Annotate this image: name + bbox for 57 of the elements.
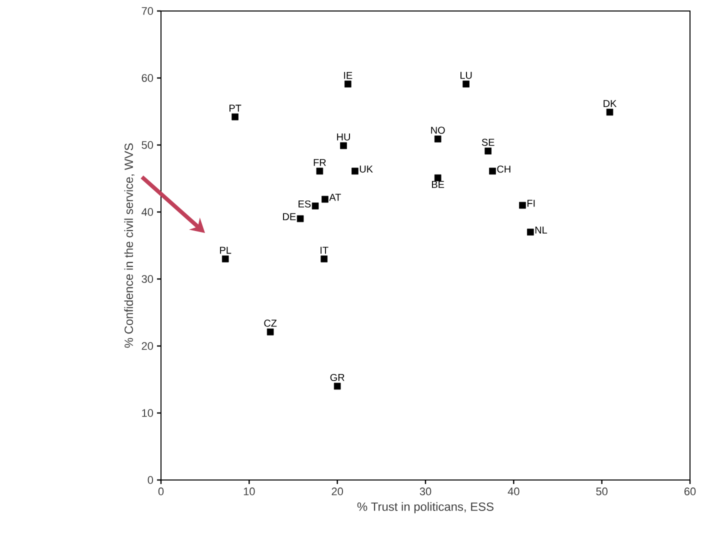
x-tick-label: 30 [420, 488, 432, 496]
point [462, 80, 470, 88]
point [434, 136, 442, 142]
annotation: PL [220, 246, 232, 254]
annotation: IT [320, 246, 328, 254]
point [484, 148, 492, 154]
point [344, 80, 352, 88]
annotation: UK [360, 166, 373, 173]
point [266, 328, 274, 336]
annotation: AT [329, 194, 341, 201]
y-tick-label: 50 [142, 141, 154, 149]
point [312, 202, 319, 210]
point [316, 168, 324, 175]
point [320, 256, 328, 262]
y-axis-title: % Confidence in the civil service, WVS [124, 143, 134, 348]
point [519, 202, 526, 209]
point [222, 256, 229, 262]
y-tick-label: 40 [142, 208, 154, 216]
annotation: DE [283, 213, 296, 220]
point [232, 113, 238, 120]
x-tick-label: 20 [332, 488, 343, 496]
point [489, 168, 496, 175]
annotation: HU [337, 134, 350, 140]
annotation: DK [604, 100, 617, 107]
point [296, 215, 304, 222]
y-tick-label: 10 [142, 409, 154, 417]
annotation: ES [298, 200, 311, 208]
x-tick-label: 50 [596, 488, 608, 496]
annotation: SE [482, 138, 494, 146]
annotation: BE [432, 181, 444, 188]
y-tick-label: 0 [148, 476, 154, 484]
point [527, 228, 534, 236]
y-tick-label: 20 [142, 342, 154, 350]
x-tick-label: 40 [508, 488, 520, 496]
x-tick-label: 10 [244, 488, 255, 496]
point [606, 108, 614, 116]
point [340, 142, 347, 150]
annotation: CH [497, 166, 510, 173]
y-tick-label: 30 [142, 275, 154, 283]
annotation: CZ [264, 320, 277, 327]
y-tick-label: 70 [142, 7, 154, 15]
point [352, 168, 358, 175]
point [334, 382, 341, 390]
x-axis-title: % Trust in politicans, ESS [357, 502, 494, 514]
y-tick-label: 60 [142, 74, 154, 82]
annotation: PT [230, 104, 242, 112]
annotation: NL [535, 226, 548, 234]
annotation: FI [527, 200, 535, 207]
x-tick-label: 60 [684, 488, 696, 496]
annotation: FR [314, 159, 326, 166]
annotation: NO [431, 126, 445, 134]
annotation: GR [330, 374, 344, 381]
x-tick-label: 0 [158, 488, 164, 496]
annotation: LU [460, 72, 472, 79]
annotation: IE [344, 72, 352, 79]
point [434, 174, 442, 182]
point [322, 196, 328, 203]
